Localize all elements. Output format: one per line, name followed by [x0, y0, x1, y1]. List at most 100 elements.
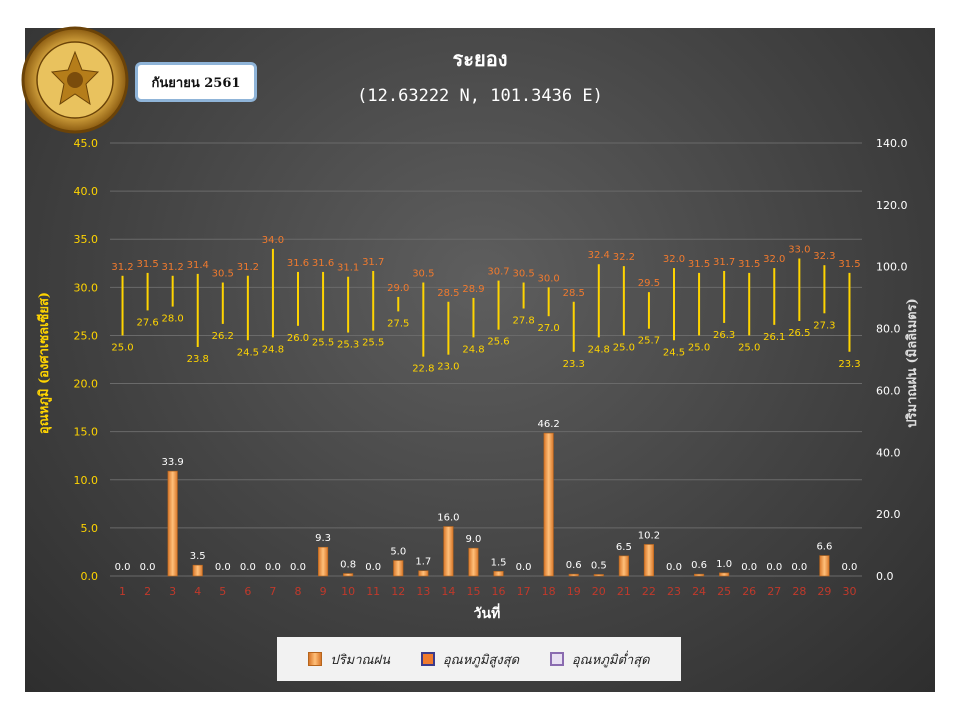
- rain-value-label: 0.0: [516, 562, 532, 573]
- chart-title: ระยอง: [453, 47, 508, 71]
- x-tick-label: 15: [466, 585, 480, 598]
- rain-value-label: 0.0: [115, 562, 131, 573]
- min-temp-label: 25.5: [362, 338, 384, 349]
- rain-value-label: 0.0: [215, 562, 231, 573]
- rain-value-label: 3.5: [190, 551, 206, 562]
- x-tick-label: 21: [617, 585, 631, 598]
- legend-item-rain: ปริมาณฝน: [308, 649, 390, 670]
- max-temp-label: 31.5: [688, 259, 710, 270]
- x-tick-label: 25: [717, 585, 731, 598]
- max-temp-label: 28.9: [462, 284, 484, 295]
- rain-value-label: 0.0: [791, 562, 807, 573]
- rain-value-label: 1.7: [415, 557, 431, 568]
- rain-bar: [593, 574, 604, 577]
- min-temp-label: 27.6: [136, 317, 158, 328]
- rain-value-label: 6.5: [616, 542, 632, 553]
- meteorological-department-seal-icon: [21, 26, 129, 134]
- rain-bar: [543, 432, 554, 577]
- y-tick-left: 35.0: [74, 233, 99, 246]
- rain-value-label: 33.9: [162, 457, 184, 468]
- rain-value-label: 0.0: [766, 562, 782, 573]
- rain-value-label: 0.6: [566, 560, 582, 571]
- x-tick-label: 13: [416, 585, 430, 598]
- rain-value-label: 0.0: [265, 562, 281, 573]
- plot-area: 0.0 5.0 1 0.0 15.0 20.0 25.0 30.0 35.0 40.0 45.0 0.…: [74, 137, 908, 598]
- rain-bar: [468, 547, 479, 577]
- y-tick-right: 20.0: [876, 508, 901, 521]
- chart-panel: [25, 28, 935, 692]
- min-temp-label: 23.8: [187, 354, 209, 365]
- max-temp-label: 30.5: [212, 269, 234, 280]
- x-tick-label: 17: [517, 585, 531, 598]
- x-tick-label: 1: [119, 585, 126, 598]
- y-tick-left: 40.0: [74, 185, 99, 198]
- rain-value-label: 0.6: [691, 560, 707, 571]
- max-temp-label: 31.1: [337, 263, 359, 274]
- x-tick-label: 5: [219, 585, 226, 598]
- x-tick-label: 18: [542, 585, 556, 598]
- x-tick-label: 7: [269, 585, 276, 598]
- rain-value-label: 0.0: [240, 562, 256, 573]
- x-tick-label: 26: [742, 585, 756, 598]
- rain-bar: [167, 470, 178, 577]
- x-tick-label: 20: [592, 585, 606, 598]
- x-tick-label: 10: [341, 585, 355, 598]
- rain-bar: [418, 570, 429, 577]
- max-temp-swatch-icon: [420, 652, 435, 666]
- max-temp-label: 31.2: [237, 262, 259, 273]
- rain-value-label: 0.0: [365, 562, 381, 573]
- rain-value-label: 0.5: [591, 560, 607, 571]
- rain-value-label: 16.0: [437, 513, 459, 524]
- max-temp-label: 31.6: [312, 258, 334, 269]
- y-axis-left-title: อุณหภูมิ (องศาเซลเซียส): [36, 292, 52, 434]
- rain-bar: [393, 560, 404, 577]
- min-temp-label: 26.1: [763, 332, 785, 343]
- min-temp-label: 24.8: [588, 344, 610, 355]
- y-tick-right: 100.0: [876, 261, 908, 274]
- x-tick-label: 28: [792, 585, 806, 598]
- min-temp-label: 24.8: [462, 344, 484, 355]
- rain-bar: [694, 573, 705, 577]
- rain-value-label: 9.0: [466, 534, 482, 545]
- y-axis-right-title: ปริมาณฝน (มิลลิเมตร): [905, 298, 920, 427]
- legend: ปริมาณฝน อุณหภูมิสูงสุด อุณหภูมิต่ำสุด: [277, 637, 681, 681]
- rain-value-label: 10.2: [638, 530, 660, 541]
- rain-bar: [493, 571, 504, 577]
- min-temp-label: 25.0: [613, 342, 635, 353]
- max-temp-label: 29.0: [387, 283, 409, 294]
- max-temp-label: 31.2: [111, 262, 133, 273]
- max-temp-label: 32.0: [763, 254, 785, 265]
- max-temp-label: 32.4: [588, 250, 610, 261]
- max-temp-label: 28.5: [563, 288, 585, 299]
- y-tick-right: 140.0: [876, 137, 908, 150]
- max-temp-label: 32.0: [663, 254, 685, 265]
- rain-bar: [819, 555, 830, 577]
- month-badge: กันยายน 2561: [135, 62, 257, 102]
- rain-bar-swatch-icon: [308, 652, 323, 666]
- max-temp-label: 28.5: [437, 288, 459, 299]
- min-temp-swatch-icon: [549, 652, 564, 666]
- min-temp-label: 23.0: [437, 362, 459, 373]
- y-tick-right: 120.0: [876, 199, 908, 212]
- rain-value-label: 5.0: [390, 547, 406, 558]
- x-tick-label: 14: [441, 585, 455, 598]
- y-tick-right: 0.0: [876, 570, 894, 583]
- x-tick-label: 30: [842, 585, 856, 598]
- y-tick-left: 5.0: [81, 522, 99, 535]
- max-temp-label: 30.5: [512, 269, 534, 280]
- y-tick-left: 15.0: [74, 426, 99, 439]
- rain-bar: [318, 546, 329, 577]
- rain-bar: [568, 573, 579, 577]
- rain-value-label: 46.2: [538, 419, 560, 430]
- rain-value-label: 0.0: [741, 562, 757, 573]
- rain-value-label: 0.8: [340, 560, 356, 571]
- max-temp-label: 31.2: [162, 262, 184, 273]
- x-tick-label: 19: [567, 585, 581, 598]
- legend-item-max-temp: อุณหภูมิสูงสุด: [420, 649, 519, 670]
- x-tick-label: 12: [391, 585, 405, 598]
- x-tick-label: 8: [295, 585, 302, 598]
- max-temp-label: 30.5: [412, 269, 434, 280]
- y-tick-left: 45.0: [74, 137, 99, 150]
- max-temp-label: 30.0: [538, 273, 560, 284]
